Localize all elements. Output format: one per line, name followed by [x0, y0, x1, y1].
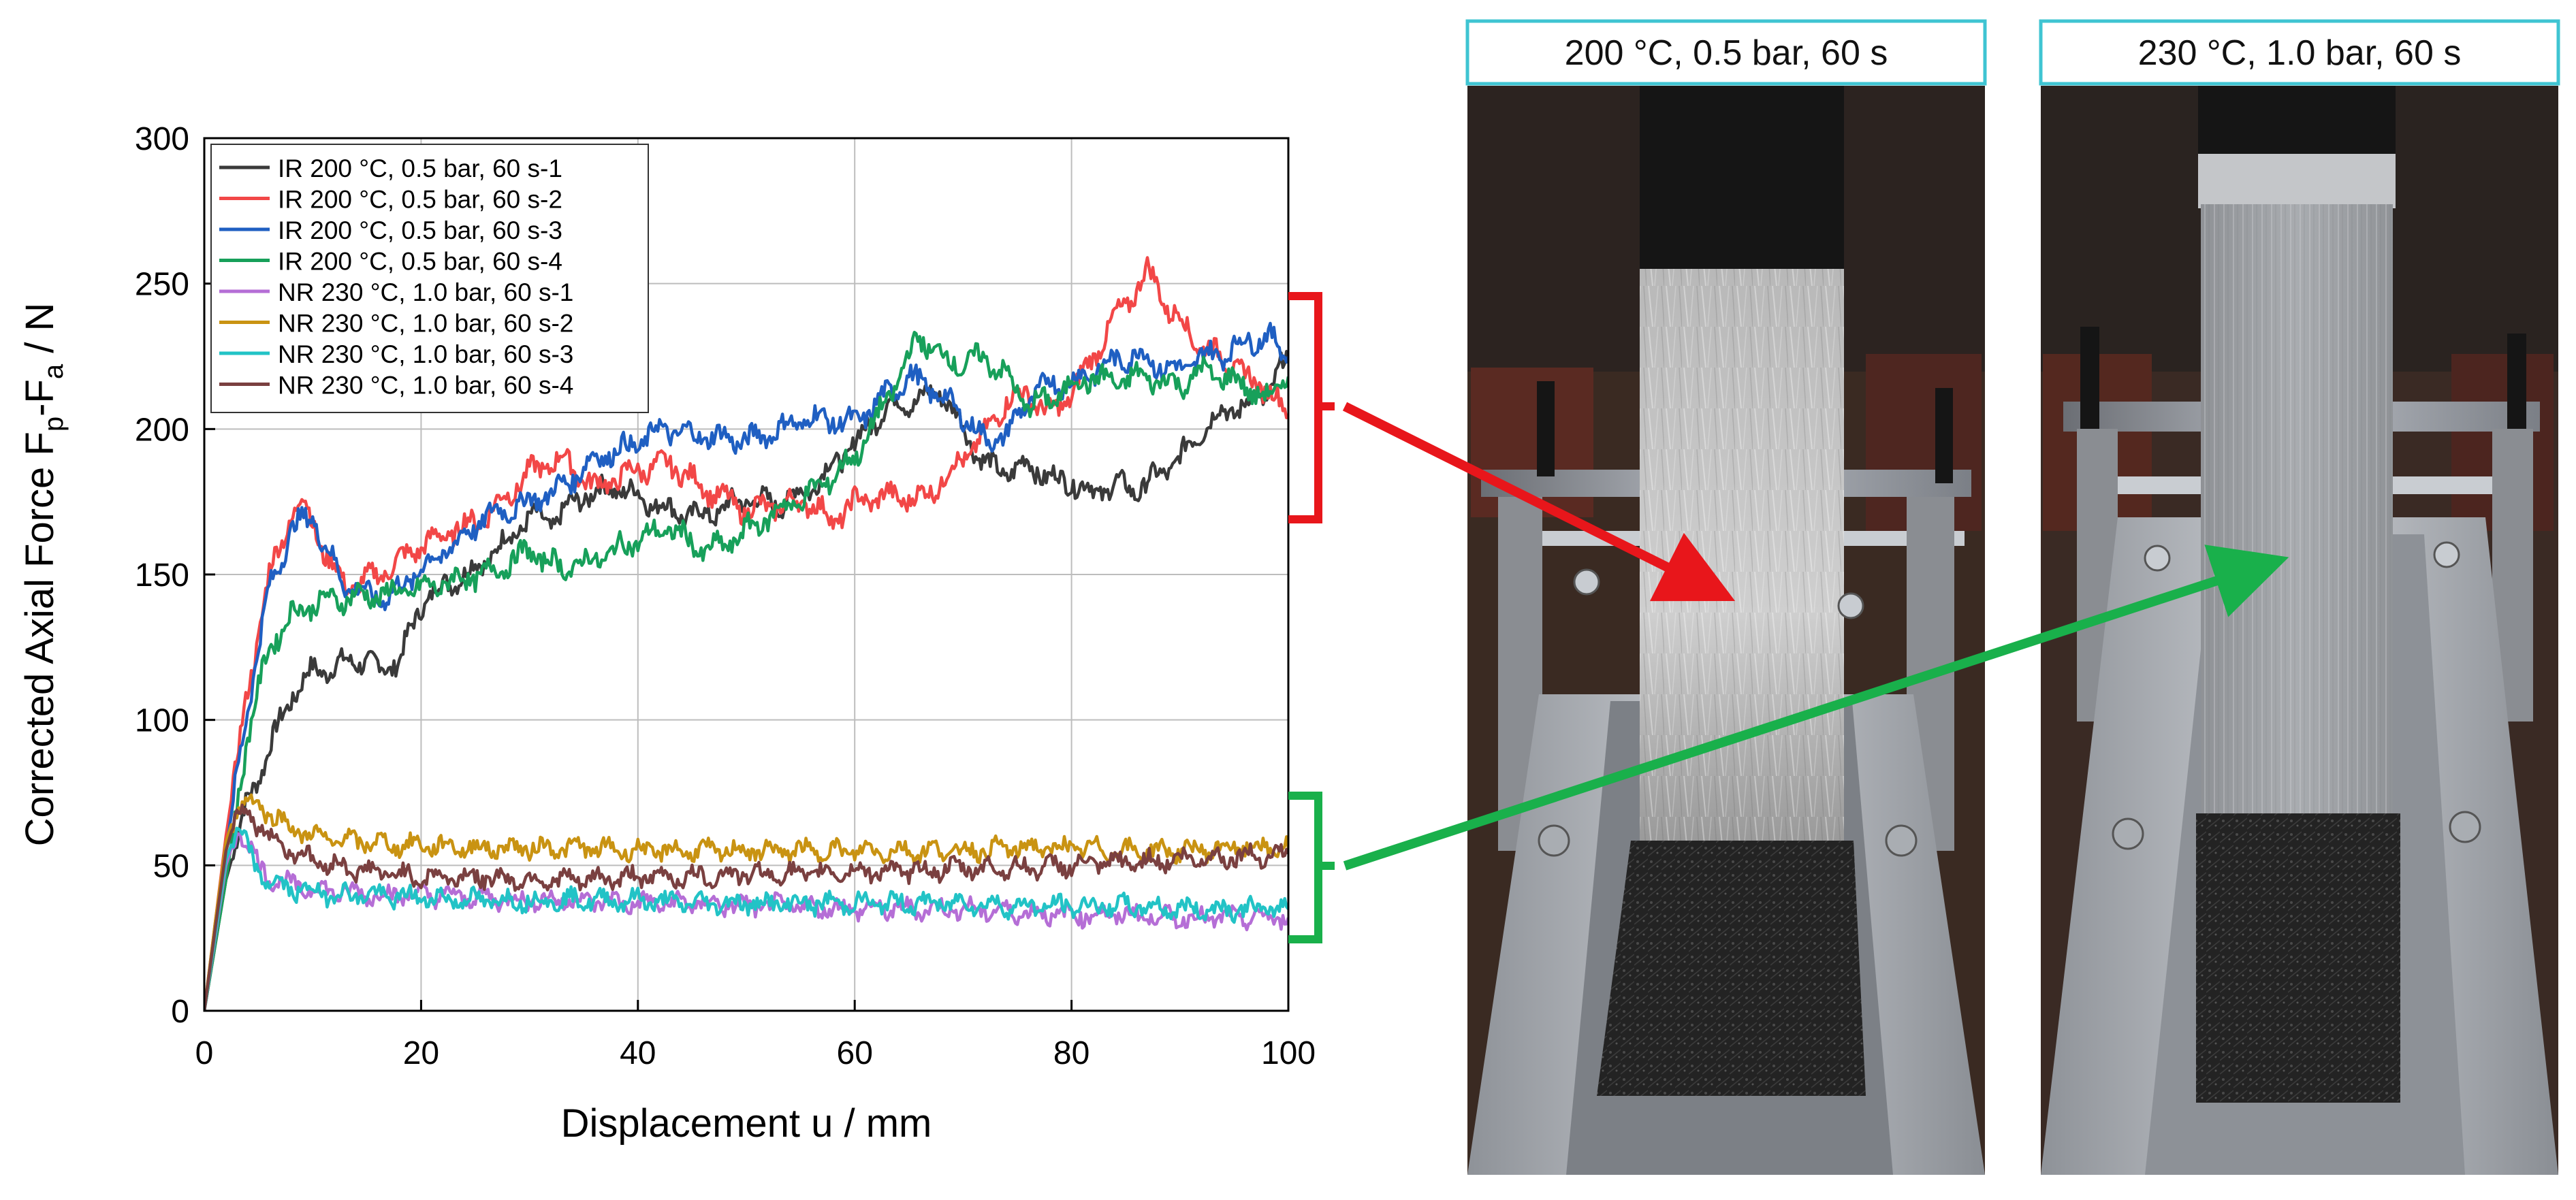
photo-right-screw-r — [2507, 334, 2526, 436]
series-layer — [204, 256, 1288, 1011]
photo-right-bolt-1 — [2112, 817, 2144, 850]
photo-right-label-box — [2039, 19, 2560, 86]
legend-entry: IR 200 °C, 0.5 bar, 60 s-3 — [278, 216, 562, 244]
photo-left-specimen-lower — [1597, 841, 1866, 1096]
y-tick-label: 50 — [153, 848, 189, 884]
photo-right: 230 °C, 1.0 bar, 60 s — [2039, 19, 2560, 1175]
photo-left-bolt-3 — [1573, 568, 1600, 596]
photo-left-screw-l — [1537, 381, 1555, 476]
x-tick-label: 60 — [837, 1035, 873, 1071]
series-line-7 — [204, 826, 1288, 1011]
photo-right-specimen-texture — [2201, 204, 2393, 817]
legend-entry: IR 200 °C, 0.5 bar, 60 s-1 — [278, 155, 562, 182]
x-axis-label: Displacement u / mm — [561, 1101, 932, 1146]
photo-right-bolt-3 — [2144, 545, 2171, 572]
photo-right-screw-l — [2080, 327, 2099, 429]
photo-right-bolt-4 — [2433, 541, 2460, 568]
series-line-4 — [204, 330, 1288, 1011]
legend-entry: NR 230 °C, 1.0 bar, 60 s-3 — [278, 340, 573, 368]
red-arrow — [1342, 402, 1736, 602]
x-tick-label: 80 — [1053, 1035, 1090, 1071]
photo-right-bolt-2 — [2449, 811, 2481, 843]
photo-right-specimen-lower — [2196, 813, 2400, 1103]
y-tick-label: 150 — [135, 557, 189, 594]
photo-left-label: 200 °C, 0.5 bar, 60 s — [1565, 33, 1888, 73]
legend-entry: NR 230 °C, 1.0 bar, 60 s-4 — [278, 372, 573, 400]
legend-entry: NR 230 °C, 1.0 bar, 60 s-2 — [278, 310, 573, 338]
legend: IR 200 °C, 0.5 bar, 60 s-1 IR 200 °C, 0.5… — [210, 144, 649, 413]
series-line-8 — [204, 803, 1288, 1011]
y-tick-label: 100 — [135, 703, 189, 739]
photo-left-bolt-4 — [1837, 592, 1864, 619]
x-tick-label: 100 — [1261, 1035, 1316, 1071]
legend-entry: IR 200 °C, 0.5 bar, 60 s-4 — [278, 248, 562, 276]
x-tick-label: 0 — [195, 1035, 214, 1071]
photo-right-clamp-foil — [2198, 154, 2396, 208]
upper-bracket — [1288, 292, 1322, 523]
photo-right-clamp-top — [2198, 86, 2396, 161]
legend-entry: IR 200 °C, 0.5 bar, 60 s-2 — [278, 186, 562, 214]
y-tick-label: 0 — [171, 994, 189, 1030]
y-axis-label: Corrected Axial Force Fp-Fa / N — [18, 303, 69, 847]
series-line-3 — [204, 321, 1288, 1011]
tick-layer: 0 20 40 60 80 100 0 50 100 150 200 250 300 — [135, 121, 1316, 1071]
line-chart: 0 20 40 60 80 100 0 50 100 150 200 250 300 Displacem… — [18, 121, 1316, 1146]
photo-left-bolt-2 — [1885, 824, 1918, 857]
photo-right-label: 230 °C, 1.0 bar, 60 s — [2138, 33, 2462, 73]
photo-left-label-box — [1465, 19, 1987, 86]
photo-left: 200 °C, 0.5 bar, 60 s — [1465, 19, 1987, 1175]
photo-left-screw-r — [1935, 388, 1953, 483]
annotations — [1288, 292, 1335, 943]
y-tick-label: 250 — [135, 267, 189, 303]
photo-right-frame-r — [2492, 429, 2533, 721]
series-line-1 — [204, 350, 1288, 1011]
green-arrow — [1343, 545, 2289, 871]
y-tick-label: 200 — [135, 412, 189, 448]
legend-entry: NR 230 °C, 1.0 bar, 60 s-1 — [278, 278, 573, 306]
x-tick-label: 40 — [620, 1035, 656, 1071]
photo-left-bolt-1 — [1538, 824, 1570, 857]
x-tick-label: 20 — [403, 1035, 439, 1071]
legend-box — [210, 144, 649, 413]
lower-bracket — [1288, 792, 1322, 943]
y-tick-label: 300 — [135, 121, 189, 157]
photo-left-clamp-top — [1640, 86, 1844, 276]
